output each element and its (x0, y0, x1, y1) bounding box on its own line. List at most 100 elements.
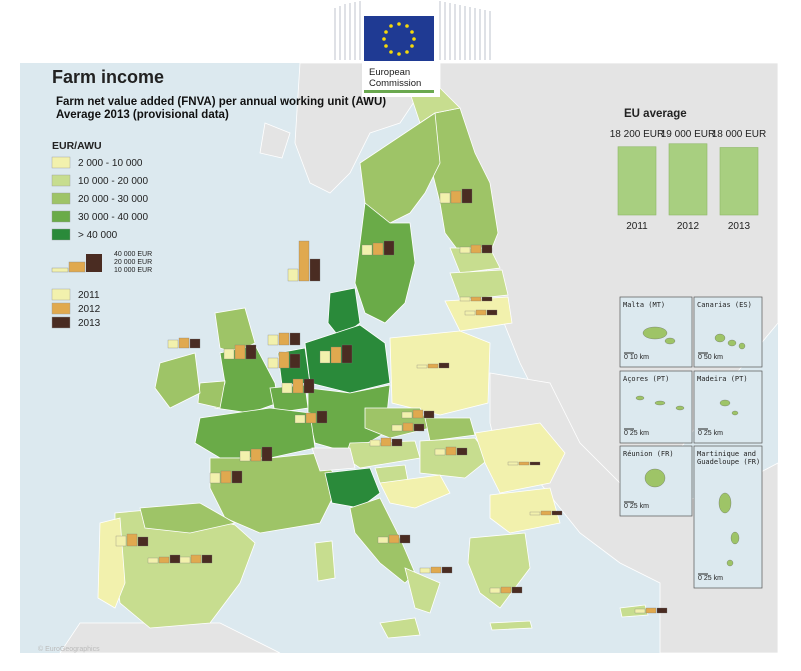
region-bar-5-0 (464, 310, 476, 316)
region-bar-18-0 (239, 450, 251, 462)
legend-class-label-4: > 40 000 (78, 230, 118, 241)
region-bar-7-0 (223, 348, 235, 360)
legend-heading: EUR/AWU (52, 140, 102, 152)
credit-text: © EuroGeographics (38, 645, 100, 653)
eu-average-year-2013: 2013 (728, 221, 751, 232)
eu-average-heading: EU average (624, 108, 687, 120)
inset-scale-label-2: 0 25 km (624, 430, 649, 437)
region-spain-north (139, 502, 237, 534)
region-bar-22-0 (377, 536, 389, 544)
inset-name-5-cont: Guadeloupe (FR) (697, 458, 760, 466)
region-bar-21-1 (540, 510, 552, 516)
region-ireland (154, 352, 201, 409)
region-crete (489, 620, 533, 631)
region-bar-7-2 (245, 344, 257, 360)
region-bar-15-0 (434, 448, 446, 456)
region-bar-26-2 (169, 554, 181, 564)
region-greece (467, 532, 531, 609)
region-bar-8-0 (267, 334, 279, 346)
region-bar-10-1 (330, 346, 342, 364)
eu-logo: European Commission (332, 0, 493, 97)
region-bar-24-1 (500, 586, 512, 594)
legend-swatch-3 (51, 210, 71, 223)
scale-bar-medium (68, 261, 86, 273)
region-bar-4-0 (459, 296, 471, 302)
region-bar-4-1 (470, 296, 482, 302)
legend-year-label-2012: 2012 (78, 304, 101, 315)
region-bar-20-2 (529, 461, 541, 466)
region-bar-24-0 (489, 587, 501, 594)
region-bar-2-2 (309, 258, 321, 282)
region-bar-27-2 (201, 554, 213, 564)
region-bar-1-2 (383, 240, 395, 256)
inset-island-6 (654, 400, 666, 406)
inset-name-1: Canarias (ES) (697, 301, 752, 309)
eu-stars-icon (382, 22, 416, 56)
inset-island-2 (714, 333, 726, 343)
scale-label-10000: 10 000 EUR (114, 267, 152, 274)
region-bar-28-0 (634, 608, 646, 614)
legend-class-label-3: 30 000 - 40 000 (78, 212, 148, 223)
legend-years: 2011 2012 2013 (51, 288, 101, 329)
region-slovakia (424, 417, 476, 442)
regional-bar-groups (115, 188, 668, 614)
region-bar-0-1 (450, 190, 462, 204)
region-bar-1-1 (372, 242, 384, 256)
region-bar-25-2 (137, 536, 149, 547)
region-bar-13-1 (402, 422, 414, 432)
region-bar-19-0 (209, 472, 221, 484)
region-italy-north (324, 467, 381, 509)
region-romania (474, 422, 566, 494)
region-bar-8-1 (278, 332, 290, 346)
inset-name-4: Réunion (FR) (623, 450, 674, 458)
region-croatia (379, 474, 451, 509)
region-hungary (419, 437, 491, 479)
region-bar-25-1 (126, 533, 138, 547)
region-bar-0-2 (461, 188, 473, 204)
region-bar-7-1 (234, 344, 246, 360)
inset-island-8 (719, 399, 731, 407)
region-bar-1-0 (361, 244, 373, 256)
scale-label-40000: 40 000 EUR (114, 251, 152, 258)
region-bar-9-0 (267, 357, 279, 369)
region-bar-23-2 (441, 566, 453, 574)
region-bar-22-2 (399, 534, 411, 544)
legend-bar-scale: 40 000 EUR 20 000 EUR 10 000 EUR (51, 251, 152, 274)
region-bar-2-0 (287, 268, 299, 282)
legend-year-swatch-2012 (51, 302, 71, 315)
region-bar-18-2 (261, 446, 273, 462)
region-bar-21-0 (529, 511, 541, 516)
region-bar-12-1 (412, 409, 424, 419)
inset-scale-label-3: 0 25 km (698, 430, 723, 437)
map-subtitle-line1: Farm net value added (FNVA) per annual w… (56, 96, 386, 108)
inset-name-5: Martinique and (697, 450, 756, 458)
scale-label-20000: 20 000 EUR (114, 259, 152, 266)
legend-swatch-2 (51, 192, 71, 205)
eu-average-bar-2012 (668, 143, 708, 216)
region-bar-6-1 (178, 337, 190, 349)
region-bar-27-0 (179, 556, 191, 564)
region-bar-9-1 (278, 351, 290, 369)
region-bar-16-0 (281, 382, 293, 394)
region-bar-24-2 (511, 586, 523, 594)
eu-average-value-2013: 18 000 EUR (712, 129, 766, 140)
inset-scale-label-5: 0 25 km (698, 575, 723, 582)
region-bar-5-2 (486, 309, 498, 316)
legend-class-label-2: 20 000 - 30 000 (78, 194, 148, 205)
inset-island-5 (635, 395, 645, 401)
inset-island-9 (731, 410, 739, 416)
legend-class-label-0: 2 000 - 10 000 (78, 158, 143, 169)
inset-scale-label-0: 0 10 km (624, 354, 649, 361)
region-bar-18-1 (250, 448, 262, 462)
region-bar-10-0 (319, 350, 331, 364)
region-sweden-south (354, 202, 416, 324)
region-bar-11-0 (416, 364, 428, 369)
inset-island-4 (738, 342, 746, 350)
region-bar-26-0 (147, 557, 159, 564)
legend-year-label-2011: 2011 (78, 290, 100, 301)
region-bar-20-0 (507, 461, 519, 466)
inset-name-3: Madeira (PT) (697, 375, 748, 383)
eu-average-value-2012: 19 000 EUR (661, 129, 715, 140)
region-bar-23-1 (430, 566, 442, 574)
